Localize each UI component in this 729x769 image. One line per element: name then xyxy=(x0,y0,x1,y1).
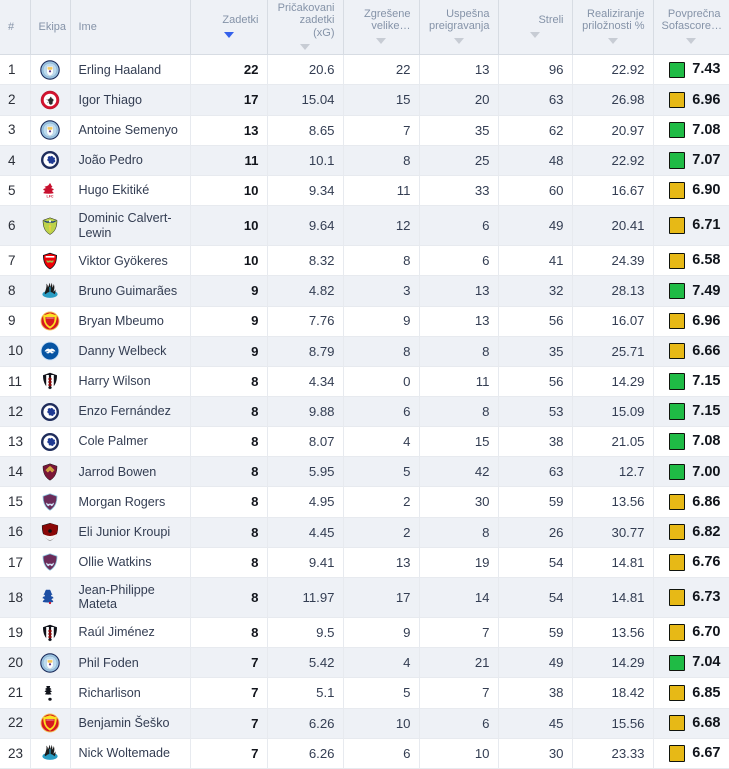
svg-text:LFC: LFC xyxy=(47,195,54,199)
